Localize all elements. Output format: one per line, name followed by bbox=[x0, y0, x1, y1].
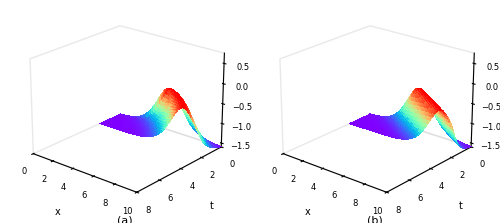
Title: (b): (b) bbox=[367, 215, 383, 223]
Title: (a): (a) bbox=[118, 215, 133, 223]
Y-axis label: t: t bbox=[459, 201, 463, 211]
Y-axis label: t: t bbox=[210, 201, 213, 211]
X-axis label: x: x bbox=[54, 207, 60, 217]
X-axis label: x: x bbox=[304, 207, 310, 217]
